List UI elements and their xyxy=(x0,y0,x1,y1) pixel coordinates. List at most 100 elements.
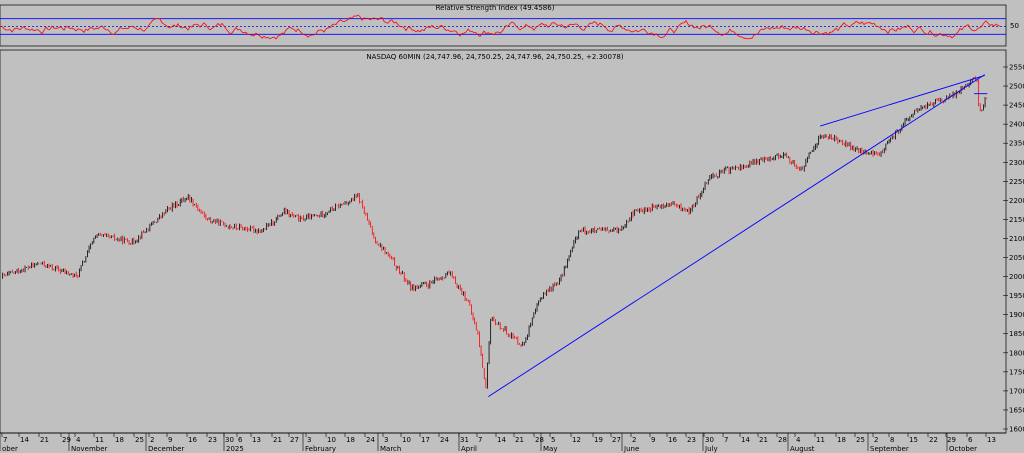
y-tick-label: 18000 xyxy=(1009,349,1024,357)
x-tick-label: 5 xyxy=(551,436,555,444)
x-tick-label: 28 xyxy=(535,436,544,444)
trendline xyxy=(488,74,985,397)
x-tick-label: 14 xyxy=(741,436,750,444)
period-label: July xyxy=(704,445,718,453)
x-tick-label: 2 xyxy=(632,436,636,444)
rsi-title: Relative Strength Index (49.4586) xyxy=(436,4,555,12)
period-label: May xyxy=(543,445,557,453)
period-label: February xyxy=(305,445,336,453)
x-tick-label: 28 xyxy=(778,436,787,444)
y-tick-label: 22000 xyxy=(1009,197,1024,205)
rsi-level-label: 50 xyxy=(1010,22,1019,30)
x-tick-label: 18 xyxy=(837,436,846,444)
period-label: April xyxy=(461,445,477,453)
x-tick-label: 8 xyxy=(890,436,894,444)
x-tick-label: 31 xyxy=(460,436,469,444)
y-tick-label: 25500 xyxy=(1009,64,1024,72)
x-axis: 7 14 21 29 4 11 18 25 2 9 16 23 30 6 13 21 27 3 10 18 24 3 10 1… xyxy=(0,432,1006,453)
x-tick-label: 25 xyxy=(135,436,144,444)
x-tick-label: 16 xyxy=(188,436,197,444)
x-tick-label: 9 xyxy=(651,436,655,444)
x-tick-label: 4 xyxy=(796,436,801,444)
x-tick-label: 2 xyxy=(150,436,154,444)
x-tick-label: 27 xyxy=(612,436,621,444)
x-tick-label: 16 xyxy=(668,436,677,444)
y-tick-label: 25000 xyxy=(1009,83,1024,91)
x-tick-label: 10 xyxy=(402,436,411,444)
price-title: NASDAQ 60MIN (24,747.96, 24,750.25, 24,7… xyxy=(366,53,623,61)
y-tick-label: 24500 xyxy=(1009,102,1024,110)
period-label: October xyxy=(949,445,977,453)
y-tick-label: 20500 xyxy=(1009,254,1024,262)
x-tick-label: 21 xyxy=(759,436,768,444)
x-tick-label: 18 xyxy=(115,436,124,444)
x-tick-label: 22 xyxy=(929,436,938,444)
price-panel xyxy=(0,49,1007,434)
y-tick-label: 21500 xyxy=(1009,216,1024,224)
x-tick-label: 4 xyxy=(76,436,81,444)
x-tick-label: 6 xyxy=(238,436,243,444)
x-tick-label: 19 xyxy=(594,436,603,444)
rsi-panel xyxy=(0,4,1007,47)
y-tick-label: 23000 xyxy=(1009,159,1024,167)
rsi-series-line xyxy=(0,14,1001,40)
x-tick-label: 11 xyxy=(816,436,825,444)
candlestick-series xyxy=(2,76,988,389)
x-tick-label: 29 xyxy=(947,436,956,444)
x-tick-label: 13 xyxy=(252,436,261,444)
x-tick-label: 18 xyxy=(346,436,355,444)
x-tick-label: 2 xyxy=(874,436,878,444)
period-label: December xyxy=(148,445,184,453)
x-tick-label: 15 xyxy=(909,436,918,444)
x-tick-label: 21 xyxy=(40,436,49,444)
y-tick-label: 17500 xyxy=(1009,368,1024,376)
x-tick-label: 14 xyxy=(497,436,506,444)
period-label: September xyxy=(870,445,909,453)
period-label: March xyxy=(380,445,401,453)
x-tick-label: 30 xyxy=(705,436,714,444)
x-tick-label: 13 xyxy=(987,436,996,444)
y-tick-label: 23500 xyxy=(1009,140,1024,148)
period-label: November xyxy=(71,445,108,453)
x-tick-label: 3 xyxy=(384,436,388,444)
x-tick-label: 6 xyxy=(968,436,973,444)
x-tick-label: 30 xyxy=(225,436,234,444)
rsi-levels xyxy=(0,18,1006,35)
y-tick-label: 22500 xyxy=(1009,178,1024,186)
x-tick-label: 7 xyxy=(478,436,482,444)
x-tick-label: 7 xyxy=(3,436,7,444)
x-tick-label: 7 xyxy=(724,436,728,444)
period-label: 2025 xyxy=(226,445,244,453)
x-tick-label: 21 xyxy=(515,436,524,444)
period-label: June xyxy=(623,445,639,453)
x-tick-label: 12 xyxy=(572,436,581,444)
x-tick-label: 14 xyxy=(20,436,29,444)
y-tick-label: 17000 xyxy=(1009,387,1024,395)
x-tick-label: 3 xyxy=(307,436,311,444)
period-label: August xyxy=(790,445,815,453)
x-tick-label: 10 xyxy=(327,436,336,444)
x-tick-label: 11 xyxy=(95,436,104,444)
y-tick-label: 16500 xyxy=(1009,406,1024,414)
x-tick-label: 17 xyxy=(421,436,430,444)
y-tick-label: 16000 xyxy=(1009,426,1024,434)
x-tick-label: 23 xyxy=(687,436,696,444)
trendlines xyxy=(488,74,988,397)
x-tick-label: 24 xyxy=(366,436,375,444)
x-tick-label: 24 xyxy=(440,436,449,444)
trendline xyxy=(820,74,985,127)
x-tick-label: 25 xyxy=(856,436,865,444)
period-label: ober xyxy=(2,445,18,453)
x-tick-label: 29 xyxy=(62,436,71,444)
y-tick-label: 24000 xyxy=(1009,121,1024,129)
x-tick-label: 27 xyxy=(290,436,299,444)
x-tick-label: 9 xyxy=(168,436,172,444)
y-tick-label: 20000 xyxy=(1009,273,1024,281)
y-tick-label: 18500 xyxy=(1009,330,1024,338)
y-axis: 16000 16500 17000 17500 18000 18500 19000 19500… xyxy=(1003,64,1024,434)
y-tick-label: 19500 xyxy=(1009,292,1024,300)
y-tick-label: 19000 xyxy=(1009,311,1024,319)
x-tick-label: 23 xyxy=(208,436,217,444)
x-tick-label: 21 xyxy=(273,436,282,444)
